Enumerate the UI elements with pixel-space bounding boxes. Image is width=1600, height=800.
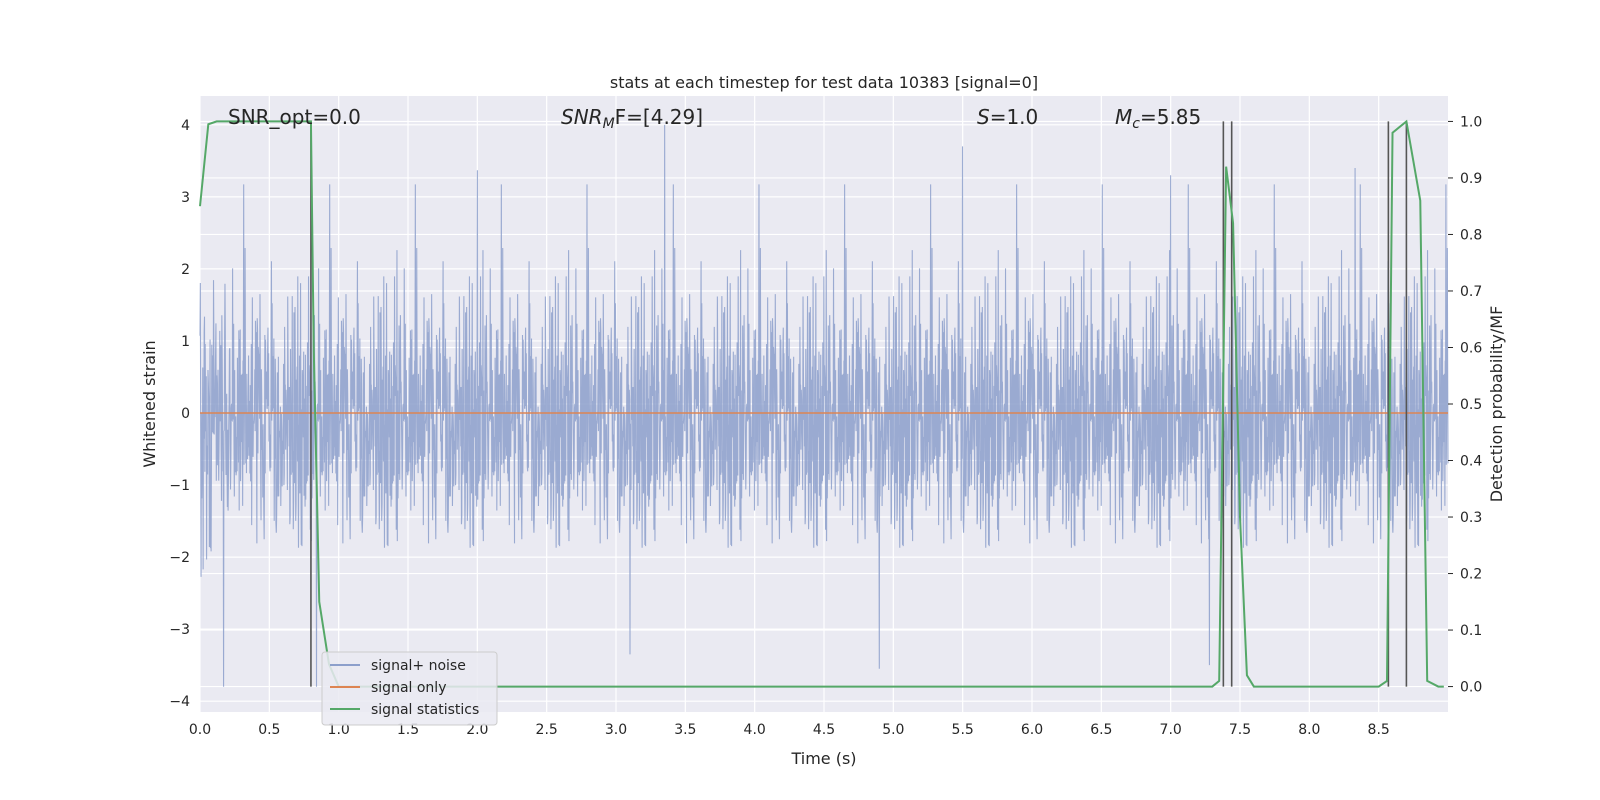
legend-label-noise: signal+ noise [371, 658, 466, 674]
y-tick-label-right: 0.9 [1460, 171, 1482, 187]
chart-title: stats at each timestep for test data 103… [610, 73, 1038, 92]
mc-symbol: M [1115, 105, 1132, 129]
x-tick-label: 2.5 [536, 722, 558, 738]
y-tick-label-left: −2 [169, 550, 190, 566]
y-tick-label-left: 3 [181, 190, 190, 206]
x-tick-label: 2.0 [466, 722, 488, 738]
x-tick-label: 1.0 [328, 722, 350, 738]
y-tick-label-left: 2 [181, 262, 190, 278]
x-tick-label: 7.0 [1160, 722, 1182, 738]
s-value: =1.0 [990, 105, 1039, 129]
x-tick-label: 8.5 [1368, 722, 1390, 738]
y-tick-label-right: 0.2 [1460, 567, 1482, 583]
y-tick-label-right: 0.7 [1460, 284, 1482, 300]
x-tick-label: 0.5 [258, 722, 280, 738]
y-axis-label-left: Whitened strain [140, 340, 159, 467]
snr-mf-subscript: M [603, 116, 615, 132]
y-tick-label-right: 0.3 [1460, 510, 1482, 526]
annotation-snr-mf: SNRMF=[4.29] [561, 105, 703, 132]
legend-label-statistics: signal statistics [371, 702, 479, 718]
y-tick-label-right: 0.8 [1460, 227, 1482, 243]
y-tick-label-left: 4 [181, 118, 190, 134]
noise-series-line [199, 124, 1449, 687]
y-tick-label-right: 0.5 [1460, 397, 1482, 413]
y-tick-label-right: 1.0 [1460, 114, 1482, 130]
x-tick-label: 5.5 [952, 722, 974, 738]
annotation-mc: Mc=5.85 [1115, 105, 1201, 132]
y-tick-label-right: 0.6 [1460, 340, 1482, 356]
y-tick-label-left: −4 [169, 694, 190, 710]
y-tick-label-left: −3 [169, 622, 190, 638]
x-tick-label: 4.5 [813, 722, 835, 738]
legend-label-signal-only: signal only [371, 680, 446, 696]
x-tick-label: 5.0 [882, 722, 904, 738]
signal-statistics-series [199, 119, 1444, 688]
x-tick-label: 8.0 [1298, 722, 1320, 738]
x-tick-label: 1.5 [397, 722, 419, 738]
y-tick-label-right: 0.0 [1460, 680, 1482, 696]
x-tick-label: 6.5 [1090, 722, 1112, 738]
signal-statistics-line [199, 119, 1444, 688]
y-tick-label-left: 0 [181, 406, 190, 422]
x-tick-label: 6.0 [1021, 722, 1043, 738]
s-symbol: S [977, 105, 990, 129]
y-axis-label-right: Detection probability/MF [1487, 306, 1506, 503]
snr-mf-symbol: SNR [561, 105, 603, 129]
x-axis-label: Time (s) [790, 749, 856, 768]
x-tick-label: 0.0 [189, 722, 211, 738]
legend-box [321, 651, 498, 726]
x-tick-label: 3.0 [605, 722, 627, 738]
snr-mf-value: F=[4.29] [615, 105, 703, 129]
annotation-s: S=1.0 [977, 105, 1038, 129]
mc-subscript: c [1132, 116, 1140, 132]
y-tick-label-right: 0.4 [1460, 454, 1482, 470]
mc-value: =5.85 [1140, 105, 1201, 129]
y-tick-label-right: 0.1 [1460, 623, 1482, 639]
x-tick-label: 7.5 [1229, 722, 1251, 738]
annotation-snr-opt: SNR_opt=0.0 [228, 105, 361, 129]
x-tick-label: 4.0 [744, 722, 766, 738]
ticks-layer: 0.0 0.5 1.0 1.5 2.0 2.5 3.0 3.5 4.0 4.5 5.0 5.5 6.0 6… [169, 114, 1482, 738]
noise-series [199, 124, 1449, 687]
y-tick-label-left: 1 [181, 334, 190, 350]
x-tick-label: 3.5 [674, 722, 696, 738]
y-tick-label-left: −1 [169, 478, 190, 494]
legend: signal+ noise signal only signal statist… [321, 651, 498, 726]
